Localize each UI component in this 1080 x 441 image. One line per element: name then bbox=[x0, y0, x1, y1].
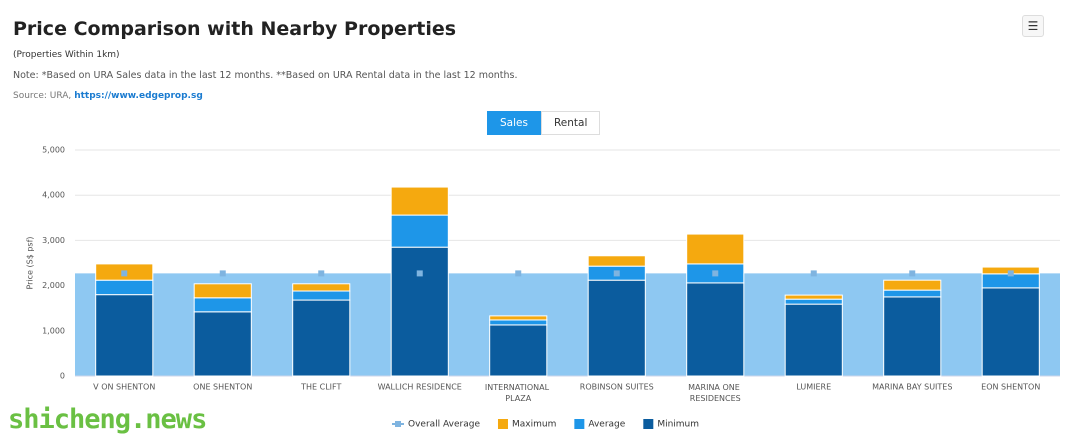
overall-average-marker bbox=[318, 270, 325, 277]
bar-segment bbox=[587, 279, 646, 377]
overall-average-marker bbox=[712, 270, 719, 277]
subtitle: (Properties Within 1km) bbox=[13, 50, 120, 60]
tabs: Sales Rental bbox=[487, 111, 601, 135]
overall-average-marker bbox=[219, 270, 226, 277]
overall-average-marker bbox=[613, 270, 620, 277]
bar-segment bbox=[587, 255, 646, 267]
y-tick-label: 5,000 bbox=[42, 146, 65, 155]
bar-segment bbox=[390, 186, 449, 216]
x-tick-label: ONE SHENTON bbox=[193, 383, 252, 392]
bar-segment bbox=[390, 246, 449, 377]
overall-average-marker bbox=[909, 270, 916, 277]
y-tick-label: 0 bbox=[60, 372, 65, 381]
bar-segment bbox=[292, 299, 351, 377]
bar-segment bbox=[883, 296, 942, 377]
bar-segment bbox=[193, 297, 252, 313]
bar-segment bbox=[390, 214, 449, 248]
legend-label: Maximum bbox=[512, 420, 556, 430]
y-tick-label: 4,000 bbox=[42, 191, 65, 200]
x-tick-label: ROBINSON SUITES bbox=[580, 383, 654, 392]
bar-segment bbox=[95, 279, 154, 296]
source-link[interactable]: https://www.edgeprop.sg bbox=[74, 91, 203, 101]
x-tick-label: LUMIERE bbox=[796, 383, 831, 392]
tab-rental[interactable]: Rental bbox=[540, 111, 601, 135]
x-tick-label: MARINA BAY SUITES bbox=[872, 383, 952, 392]
legend-swatch bbox=[574, 419, 585, 429]
bar-segment bbox=[686, 282, 745, 377]
x-tick-label: THE CLIFT bbox=[300, 383, 341, 392]
menu-button[interactable]: ☰ bbox=[1022, 15, 1044, 37]
bar-segment bbox=[883, 289, 942, 298]
x-tick-label: EON SHENTON bbox=[981, 383, 1040, 392]
y-tick-label: 1,000 bbox=[42, 326, 65, 335]
bar-segment bbox=[784, 294, 843, 300]
overall-average-marker bbox=[416, 270, 423, 277]
overall-average-marker bbox=[810, 270, 817, 277]
y-tick-label: 2,000 bbox=[42, 281, 65, 290]
overall-average-marker bbox=[515, 270, 522, 277]
legend-swatch bbox=[497, 419, 508, 429]
bar-segment bbox=[981, 287, 1040, 377]
bar-segment bbox=[686, 233, 745, 265]
overall-average-marker bbox=[1007, 270, 1014, 277]
tab-sales[interactable]: Sales bbox=[487, 111, 541, 135]
legend-label: Average bbox=[588, 420, 625, 430]
bar-segment bbox=[784, 303, 843, 377]
y-tick-label: 3,000 bbox=[42, 236, 65, 245]
x-tick-label: INTERNATIONAL PLAZA bbox=[485, 383, 552, 403]
x-tick-label: V ON SHENTON bbox=[93, 383, 155, 392]
legend-swatch bbox=[643, 419, 654, 429]
bar-segment bbox=[883, 279, 942, 291]
title: Price Comparison with Nearby Properties bbox=[13, 18, 457, 40]
bar-segment bbox=[489, 315, 548, 321]
note: Note: *Based on URA Sales data in the la… bbox=[13, 70, 518, 81]
bar-segment bbox=[784, 298, 843, 305]
bar-segment bbox=[193, 311, 252, 377]
source: Source: URA, https://www.edgeprop.sg bbox=[13, 91, 203, 101]
legend-marker bbox=[395, 421, 401, 427]
y-axis-label: Price (S$ psf) bbox=[26, 236, 35, 289]
bar-segment bbox=[292, 290, 351, 301]
overall-average-marker bbox=[121, 270, 128, 277]
legend-label: Minimum bbox=[657, 420, 699, 430]
source-text: Source: URA, bbox=[13, 91, 72, 101]
bar-segment bbox=[489, 324, 548, 377]
x-tick-label: MARINA ONE RESIDENCES bbox=[688, 383, 742, 403]
bar-segment bbox=[489, 319, 548, 326]
bar-segment bbox=[95, 294, 154, 377]
bar-segment bbox=[193, 283, 252, 299]
x-tick-label: WALLICH RESIDENCE bbox=[378, 383, 462, 392]
watermark: shicheng.news bbox=[8, 404, 207, 435]
legend-label: Overall Average bbox=[408, 420, 480, 430]
bar-segment bbox=[292, 283, 351, 292]
